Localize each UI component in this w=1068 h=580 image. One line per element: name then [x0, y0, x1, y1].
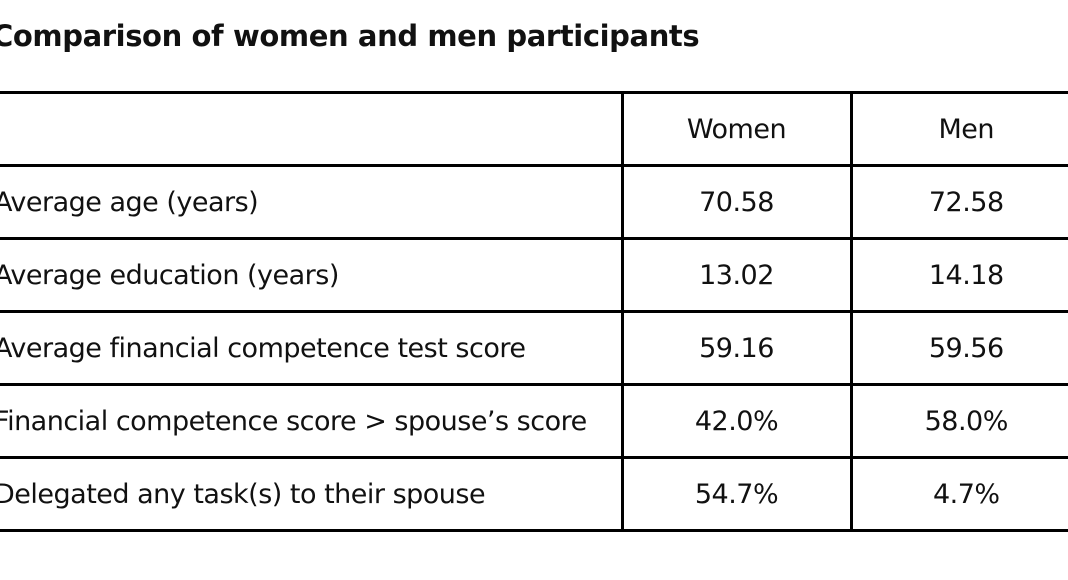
table-body: Average age (years) 70.58 72.58 Average …: [0, 164, 1068, 532]
men-value: 72.58: [851, 164, 1068, 240]
women-value: 59.16: [622, 310, 853, 386]
comparison-table: Women Men Average age (years) 70.58 72.5…: [0, 91, 1068, 532]
table-row: Average age (years) 70.58 72.58: [0, 164, 1068, 240]
men-value: 14.18: [851, 237, 1068, 313]
women-value: 70.58: [622, 164, 853, 240]
table-row: Average education (years) 13.02 14.18: [0, 237, 1068, 313]
row-label: Average age (years): [0, 164, 624, 240]
row-label: Delegated any task(s) to their spouse: [0, 456, 624, 532]
women-value: 42.0%: [622, 383, 853, 459]
men-value: 58.0%: [851, 383, 1068, 459]
header-cell-women: Women: [622, 91, 853, 167]
table-row: Delegated any task(s) to their spouse 54…: [0, 456, 1068, 532]
men-value: 59.56: [851, 310, 1068, 386]
row-label: Financial competence score > spouse’s sc…: [0, 383, 624, 459]
header-row: Women Men: [0, 91, 1068, 167]
row-label: Average financial competence test score: [0, 310, 624, 386]
row-label: Average education (years): [0, 237, 624, 313]
table-header: Women Men: [0, 91, 1068, 167]
header-cell-men: Men: [851, 91, 1068, 167]
men-value: 4.7%: [851, 456, 1068, 532]
table-title: Comparison of women and men participants: [0, 19, 700, 53]
table-row: Average financial competence test score …: [0, 310, 1068, 386]
women-value: 13.02: [622, 237, 853, 313]
women-value: 54.7%: [622, 456, 853, 532]
header-cell-label: [0, 91, 624, 167]
table-row: Financial competence score > spouse’s sc…: [0, 383, 1068, 459]
